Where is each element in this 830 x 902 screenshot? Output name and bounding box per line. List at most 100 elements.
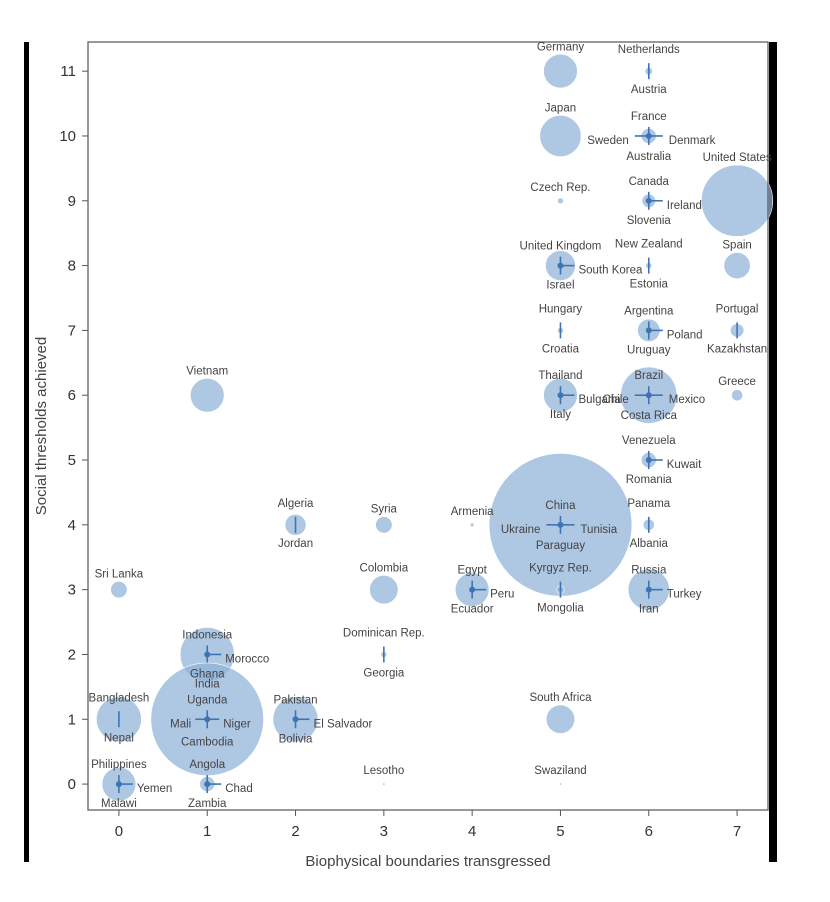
y-tick-label: 1	[68, 711, 76, 728]
bubble-layer	[96, 53, 774, 802]
country-label-ecuador: Ecuador	[451, 604, 494, 616]
x-tick-label: 6	[645, 823, 653, 840]
country-label-ireland: Ireland	[667, 200, 702, 212]
country-label-uruguay: Uruguay	[627, 344, 671, 356]
y-tick-label: 4	[68, 517, 76, 534]
y-tick-label: 11	[60, 63, 76, 80]
y-tick-label: 10	[59, 128, 76, 145]
country-label-armenia: Armenia	[451, 506, 494, 518]
country-label-croatia: Croatia	[542, 343, 580, 355]
country-label-poland: Poland	[667, 329, 703, 341]
x-axis: 0 1 2 3 4 5 6 7	[115, 810, 741, 840]
country-label-swaziland: Swaziland	[534, 765, 586, 777]
country-label-russia: Russia	[631, 565, 667, 577]
country-label-angola: Angola	[189, 759, 225, 771]
x-tick-label: 7	[733, 823, 741, 840]
country-label-france: France	[631, 111, 667, 123]
country-label-georgia: Georgia	[363, 667, 405, 679]
country-label-netherlands: Netherlands	[618, 44, 680, 56]
y-tick-label: 8	[68, 258, 76, 275]
country-label-nepal: Nepal	[104, 732, 134, 744]
bubble-czech-rep	[557, 197, 564, 205]
bubble-japan	[539, 115, 582, 157]
country-label-germany: Germany	[537, 41, 585, 53]
country-label-bolivia: Bolivia	[279, 733, 313, 745]
country-label-hungary: Hungary	[539, 303, 583, 315]
x-tick-label: 1	[203, 823, 211, 840]
country-label-south-korea: South Korea	[578, 265, 643, 277]
country-label-mali: Mali	[170, 718, 191, 730]
country-label-niger: Niger	[223, 718, 251, 730]
country-label-algeria: Algeria	[278, 498, 314, 510]
country-label-zambia: Zambia	[188, 798, 227, 810]
country-label-bangladesh: Bangladesh	[89, 692, 150, 704]
country-label-panama: Panama	[627, 498, 670, 510]
country-label-china: China	[545, 500, 576, 512]
country-label-estonia: Estonia	[630, 279, 669, 291]
country-label-colombia: Colombia	[360, 562, 409, 574]
country-label-pakistan: Pakistan	[273, 694, 317, 706]
y-tick-label: 2	[68, 646, 76, 663]
country-label-slovenia: Slovenia	[627, 215, 672, 227]
country-label-israel: Israel	[546, 280, 574, 292]
country-label-ghana: Ghana	[190, 668, 225, 680]
country-label-mongolia: Mongolia	[537, 603, 584, 615]
bubble-lesotho	[382, 782, 386, 786]
country-label-albania: Albania	[630, 538, 669, 550]
y-tick-label: 0	[68, 776, 76, 793]
x-tick-label: 4	[468, 823, 476, 840]
bubble-greece	[731, 389, 744, 402]
country-label-sri-lanka: Sri Lanka	[95, 568, 144, 580]
country-label-czech-rep: Czech Rep.	[530, 182, 590, 194]
x-tick-label: 2	[291, 823, 299, 840]
country-label-italy: Italy	[550, 409, 571, 421]
country-label-tunisia: Tunisia	[580, 524, 617, 536]
country-label-syria: Syria	[371, 504, 398, 516]
country-label-portugal: Portugal	[716, 303, 759, 315]
country-label-romania: Romania	[626, 474, 673, 486]
x-tick-label: 3	[380, 823, 388, 840]
country-label-argentina: Argentina	[624, 305, 674, 317]
x-tick-label: 0	[115, 823, 123, 840]
country-label-paraguay: Paraguay	[536, 540, 585, 552]
country-label-philippines: Philippines	[91, 759, 147, 771]
country-label-thailand: Thailand	[538, 370, 582, 382]
y-tick-label: 9	[68, 193, 76, 210]
country-label-united-kingdom: United Kingdom	[520, 241, 602, 253]
country-label-iran: Iran	[639, 604, 659, 616]
bubble-colombia	[369, 575, 399, 605]
country-label-lesotho: Lesotho	[363, 765, 404, 777]
bubble-south-africa	[545, 704, 576, 734]
country-label-united-states: United States	[703, 152, 772, 164]
country-label-chad: Chad	[225, 783, 253, 795]
country-label-bulgaria: Bulgaria	[578, 394, 621, 406]
country-label-denmark: Denmark	[669, 135, 716, 147]
bubble-swaziland	[558, 782, 562, 786]
country-label-brazil: Brazil	[634, 370, 663, 382]
country-label-peru: Peru	[490, 589, 514, 601]
bubble-spain	[723, 252, 751, 280]
country-label-malawi: Malawi	[101, 798, 137, 810]
country-label-chile: Chile	[603, 394, 629, 406]
bubble-united-states	[701, 164, 774, 237]
country-label-spain: Spain	[722, 239, 751, 251]
country-label-jordan: Jordan	[278, 538, 313, 550]
country-label-india: India	[195, 678, 221, 690]
country-label-new-zealand: New Zealand	[615, 239, 683, 251]
country-label-sweden: Sweden	[587, 135, 629, 147]
country-label-costa-rica: Costa Rica	[621, 410, 678, 422]
country-label-kazakhstan: Kazakhstan	[707, 343, 767, 355]
x-axis-label: Biophysical boundaries transgressed	[305, 853, 550, 870]
country-label-mexico: Mexico	[669, 394, 705, 406]
country-label-ukraine: Ukraine	[501, 524, 541, 536]
left-black-edge	[24, 42, 29, 862]
bubble-sri-lanka	[110, 581, 128, 599]
right-black-edge	[769, 42, 777, 862]
y-tick-label: 3	[68, 582, 76, 599]
country-label-kyrgyz-rep: Kyrgyz Rep.	[529, 563, 592, 575]
bubble-syria	[375, 516, 393, 534]
y-axis: 0 1 2 3 4 5 6 7 8 9 10 11	[59, 63, 88, 793]
country-label-australia: Australia	[626, 151, 671, 163]
country-label-yemen: Yemen	[137, 783, 172, 795]
